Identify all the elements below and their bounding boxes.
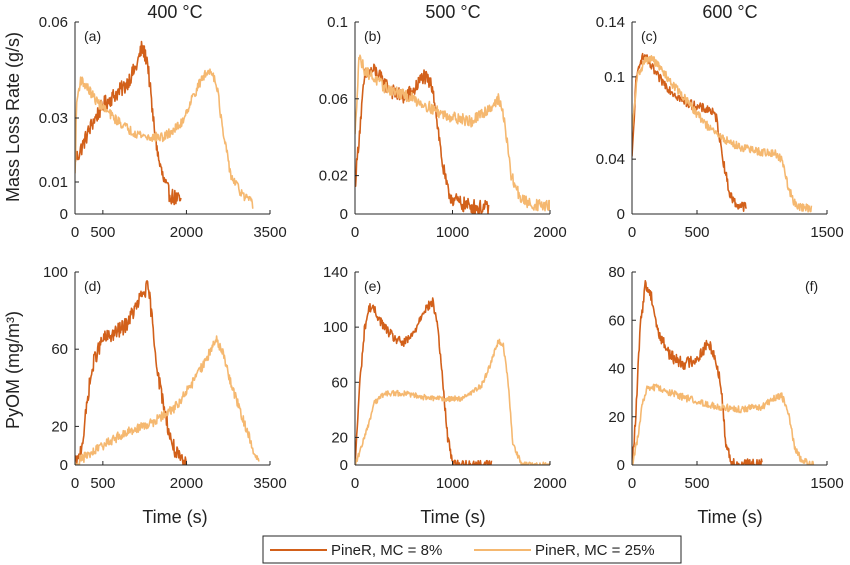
- series-line-mc8-b: [355, 63, 490, 214]
- y-tick-label-a: 0.03: [39, 110, 68, 127]
- y-tick-label-e: 0: [340, 457, 348, 474]
- y-tick-label-a: 0: [60, 206, 68, 223]
- x-tick-label-e: 1000: [436, 475, 469, 492]
- x-tick-label-c: 1500: [810, 224, 843, 241]
- y-tick-label-b: 0: [340, 206, 348, 223]
- series-line-mc25-b: [355, 54, 550, 212]
- x-tick-label-f: 500: [684, 475, 709, 492]
- x-axis-label-col-1: Time (s): [142, 507, 207, 527]
- x-axis-label-col-2: Time (s): [420, 507, 485, 527]
- y-axis-label-mass-loss-rate: Mass Loss Rate (g/s): [3, 32, 23, 202]
- y-tick-label-d: 20: [51, 418, 68, 435]
- panel-label-d: (d): [84, 278, 101, 294]
- legend-box: [262, 535, 682, 564]
- x-tick-label-b: 2000: [533, 224, 566, 241]
- y-axis-label-pyom: PyOM (mg/m³): [3, 311, 23, 429]
- column-titles: 400 °C 500 °C 600 °C: [147, 2, 757, 22]
- legend-label-mc25: PineR, MC = 25%: [535, 542, 655, 559]
- series-line-mc8-e: [355, 297, 493, 465]
- y-tick-label-b: 0.1: [327, 14, 348, 31]
- panel-d: 0 20 60 100 0 500 2000 3500 (d): [43, 264, 287, 492]
- series-line-mc8-c: [632, 52, 748, 212]
- y-tick-label-f: 20: [608, 409, 625, 426]
- x-tick-label-c: 500: [684, 224, 709, 241]
- y-tick-label-e: 100: [323, 319, 348, 336]
- series-line-mc8-d: [75, 280, 188, 465]
- x-tick-label-b: 0: [351, 224, 359, 241]
- y-tick-label-d: 0: [60, 457, 68, 474]
- legend-label-mc8: PineR, MC = 8%: [331, 542, 442, 559]
- y-tick-label-e: 60: [331, 374, 348, 391]
- panel-label-c: (c): [641, 28, 657, 44]
- series-group-c: [632, 52, 813, 213]
- y-tick-label-e: 140: [323, 264, 348, 281]
- series-line-mc8-f: [632, 280, 763, 465]
- panel-c: 0 0.04 0.1 0.14 0 500 1500 (c): [596, 14, 844, 241]
- panel-label-e: (e): [364, 278, 381, 294]
- x-tick-label-d: 0: [71, 475, 79, 492]
- series-line-mc25-f: [632, 383, 815, 465]
- series-line-mc8-a: [75, 40, 182, 206]
- panel-a: 0 0.01 0.03 0.06 0 500 2000 3500 (a): [39, 14, 287, 241]
- y-tick-label-b: 0.02: [319, 168, 348, 185]
- x-axis-label-col-3: Time (s): [697, 507, 762, 527]
- x-tick-label-a: 3500: [253, 224, 286, 241]
- panel-label-b: (b): [364, 28, 381, 44]
- y-tick-label-f: 40: [608, 361, 625, 378]
- y-tick-label-e: 20: [331, 429, 348, 446]
- y-tick-label-f: 80: [608, 264, 625, 281]
- y-tick-label-a: 0.06: [39, 14, 68, 31]
- panels-layer: 00.010.030.060 500 2000 3500(a)00.020.060.1…: [39, 14, 844, 492]
- series-line-mc25-c: [632, 55, 813, 213]
- x-tick-label-a: 0: [71, 224, 79, 241]
- panel-label-f: (f): [805, 278, 818, 294]
- y-tick-label-f: 60: [608, 312, 625, 329]
- column-title-500: 500 °C: [425, 2, 480, 22]
- series-group-f: [632, 280, 815, 465]
- x-tick-label-b: 1000: [436, 224, 469, 241]
- series-group-b: [355, 54, 550, 214]
- series-group-a: [75, 40, 254, 209]
- x-tick-label-f: 1500: [810, 475, 843, 492]
- series-group-d: [75, 280, 260, 465]
- panel-f: 0 20 40 60 80 0 500 1500 (f): [608, 264, 843, 492]
- y-tick-label-b: 0.06: [319, 91, 348, 108]
- column-title-400: 400 °C: [147, 2, 202, 22]
- y-tick-label-c: 0.04: [596, 151, 625, 168]
- panel-label-a: (a): [84, 28, 101, 44]
- panel-e: 0 20 60 100 140 0 1000 2000 (e): [323, 264, 567, 492]
- series-line-mc25-d: [75, 335, 260, 465]
- x-tick-label-d: 2000: [170, 475, 203, 492]
- x-tick-label-a: 500: [90, 224, 115, 241]
- y-tick-label-c: 0: [617, 206, 625, 223]
- x-tick-label-e: 0: [351, 475, 359, 492]
- series-line-mc25-a: [75, 68, 254, 209]
- y-tick-label-a: 0.01: [39, 174, 68, 191]
- y-tick-label-d: 100: [43, 264, 68, 281]
- x-tick-label-d: 3500: [253, 475, 286, 492]
- y-tick-label-c: 0.14: [596, 14, 625, 31]
- legend: PineR, MC = 8% PineR, MC = 25%: [262, 535, 682, 564]
- y-tick-label-c: 0.1: [604, 69, 625, 86]
- x-tick-label-f: 0: [628, 475, 636, 492]
- x-tick-label-e: 2000: [533, 475, 566, 492]
- y-tick-label-f: 0: [617, 457, 625, 474]
- x-tick-label-c: 0: [628, 224, 636, 241]
- series-group-e: [355, 297, 550, 465]
- series-line-mc25-e: [355, 338, 550, 465]
- y-tick-label-d: 60: [51, 341, 68, 358]
- x-tick-label-a: 2000: [170, 224, 203, 241]
- panel-b: 0 0.02 0.06 0.1 0 1000 2000 (b): [319, 14, 567, 241]
- x-tick-label-d: 500: [90, 475, 115, 492]
- column-title-600: 600 °C: [702, 2, 757, 22]
